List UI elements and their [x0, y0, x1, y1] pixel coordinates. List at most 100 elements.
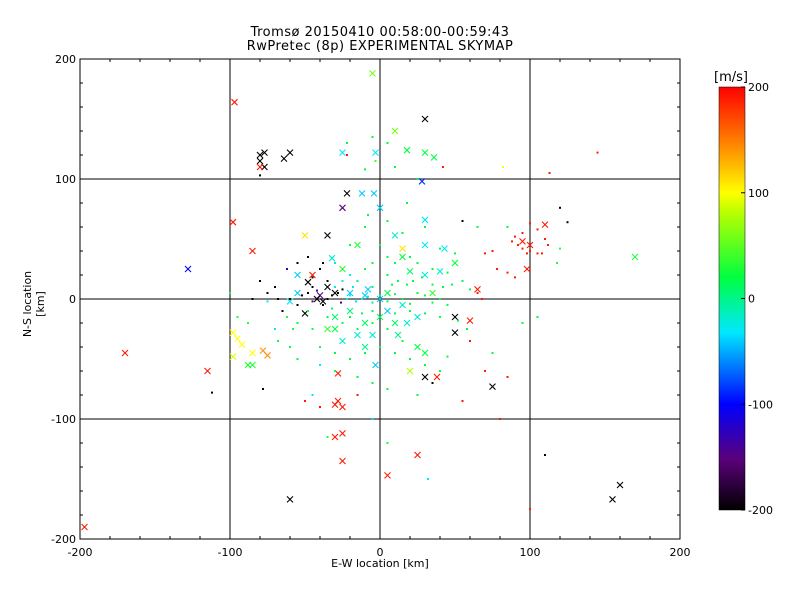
velocity-dot-marker: [319, 406, 321, 408]
velocity-cross-marker: [294, 289, 301, 297]
velocity-cross-marker: [331, 433, 339, 441]
velocity-cross-marker: [361, 343, 369, 351]
velocity-dot-marker: [326, 436, 329, 438]
velocity-dot-marker: [274, 286, 276, 288]
velocity-dot-marker: [526, 252, 528, 255]
velocity-dot-marker: [544, 238, 546, 240]
velocity-dot-marker: [364, 168, 366, 171]
velocity-dot-marker: [566, 221, 569, 224]
velocity-dot-marker: [469, 340, 471, 342]
velocity-cross-marker: [339, 149, 346, 156]
velocity-dot-marker: [289, 346, 291, 348]
velocity-cross-marker: [384, 472, 391, 479]
velocity-dot-marker: [340, 301, 342, 304]
velocity-dot-marker: [386, 142, 389, 144]
velocity-dot-marker: [259, 174, 261, 177]
velocity-dot-marker: [349, 244, 351, 246]
velocity-dot-marker: [311, 300, 314, 303]
velocity-dot-marker: [461, 220, 464, 222]
velocity-cross-marker: [616, 481, 624, 489]
velocity-dot-marker: [556, 262, 558, 264]
velocity-cross-marker: [328, 254, 336, 262]
velocity-cross-marker: [204, 367, 211, 375]
velocity-cross-marker: [249, 349, 256, 357]
velocity-dot-marker: [394, 166, 396, 168]
velocity-dot-marker: [307, 256, 309, 258]
velocity-cross-marker: [229, 329, 237, 336]
velocity-dot-marker: [334, 352, 336, 354]
velocity-cross-marker: [238, 341, 246, 348]
velocity-dot-marker: [442, 286, 444, 288]
velocity-cross-marker: [631, 253, 639, 261]
velocity-dot-marker: [341, 280, 344, 282]
velocity-dot-marker: [274, 328, 276, 330]
velocity-dot-marker: [301, 294, 303, 297]
velocity-cross-marker: [384, 307, 391, 315]
velocity-dot-marker: [446, 355, 449, 358]
velocity-dot-marker: [416, 262, 419, 264]
velocity-dot-marker: [416, 178, 419, 180]
velocity-dot-marker: [236, 316, 239, 318]
velocity-dot-marker: [341, 288, 344, 291]
velocity-dot-marker: [331, 307, 333, 310]
velocity-dot-marker: [491, 352, 494, 354]
velocity-cross-marker: [361, 319, 369, 327]
velocity-cross-marker: [421, 149, 429, 156]
velocity-cross-marker: [609, 496, 616, 503]
velocity-dot-marker: [316, 289, 318, 292]
velocity-dot-marker: [371, 301, 374, 304]
velocity-dot-marker: [371, 310, 374, 312]
velocity-cross-marker: [331, 401, 339, 408]
velocity-cross-marker: [489, 383, 496, 390]
velocity-dot-marker: [346, 298, 348, 300]
velocity-cross-marker: [421, 115, 429, 123]
velocity-cross-marker: [286, 496, 294, 503]
velocity-dot-marker: [361, 312, 363, 315]
velocity-cross-marker: [256, 151, 264, 159]
velocity-cross-marker: [364, 286, 372, 293]
y-tick-label: 100: [55, 173, 76, 186]
data-points: [81, 70, 639, 531]
velocity-dot-marker: [337, 292, 339, 294]
colorbar-tick-label: -200: [748, 504, 773, 517]
velocity-cross-marker: [81, 523, 88, 531]
velocity-cross-marker: [280, 155, 288, 162]
velocity-dot-marker: [431, 283, 434, 286]
velocity-dot-marker: [364, 226, 366, 228]
velocity-dot-marker: [371, 382, 374, 384]
velocity-dot-marker: [374, 160, 377, 162]
colorbar: [718, 86, 746, 511]
x-tick-label: 0: [377, 546, 384, 559]
velocity-dot-marker: [416, 292, 419, 294]
velocity-dot-marker: [496, 268, 498, 270]
colorbar-tick-label: -100: [748, 398, 773, 411]
velocity-dot-marker: [481, 298, 483, 300]
velocity-dot-marker: [292, 328, 294, 330]
velocity-dot-marker: [457, 319, 459, 322]
velocity-dot-marker: [326, 280, 329, 282]
velocity-dot-marker: [211, 391, 213, 394]
velocity-dot-marker: [296, 358, 299, 360]
velocity-dot-marker: [326, 316, 329, 318]
velocity-dot-marker: [331, 294, 333, 297]
velocity-dot-marker: [469, 288, 471, 291]
velocity-dot-marker: [349, 274, 351, 276]
velocity-dot-marker: [371, 136, 374, 138]
velocity-cross-marker: [399, 301, 406, 309]
velocity-dot-marker: [536, 252, 539, 255]
velocity-dot-marker: [499, 418, 501, 420]
velocity-dot-marker: [529, 250, 531, 252]
velocity-dot-marker: [596, 151, 599, 154]
velocity-dot-marker: [401, 298, 404, 300]
velocity-cross-marker: [403, 319, 411, 327]
velocity-cross-marker: [324, 325, 331, 333]
velocity-dot-marker: [247, 322, 249, 324]
velocity-dot-marker: [511, 240, 513, 243]
velocity-dot-marker: [502, 166, 504, 168]
velocity-dot-marker: [431, 301, 434, 304]
velocity-dot-marker: [364, 352, 366, 354]
velocity-dot-marker: [379, 294, 381, 297]
velocity-dot-marker: [424, 294, 426, 297]
velocity-dot-marker: [259, 280, 261, 282]
velocity-cross-marker: [331, 325, 339, 333]
